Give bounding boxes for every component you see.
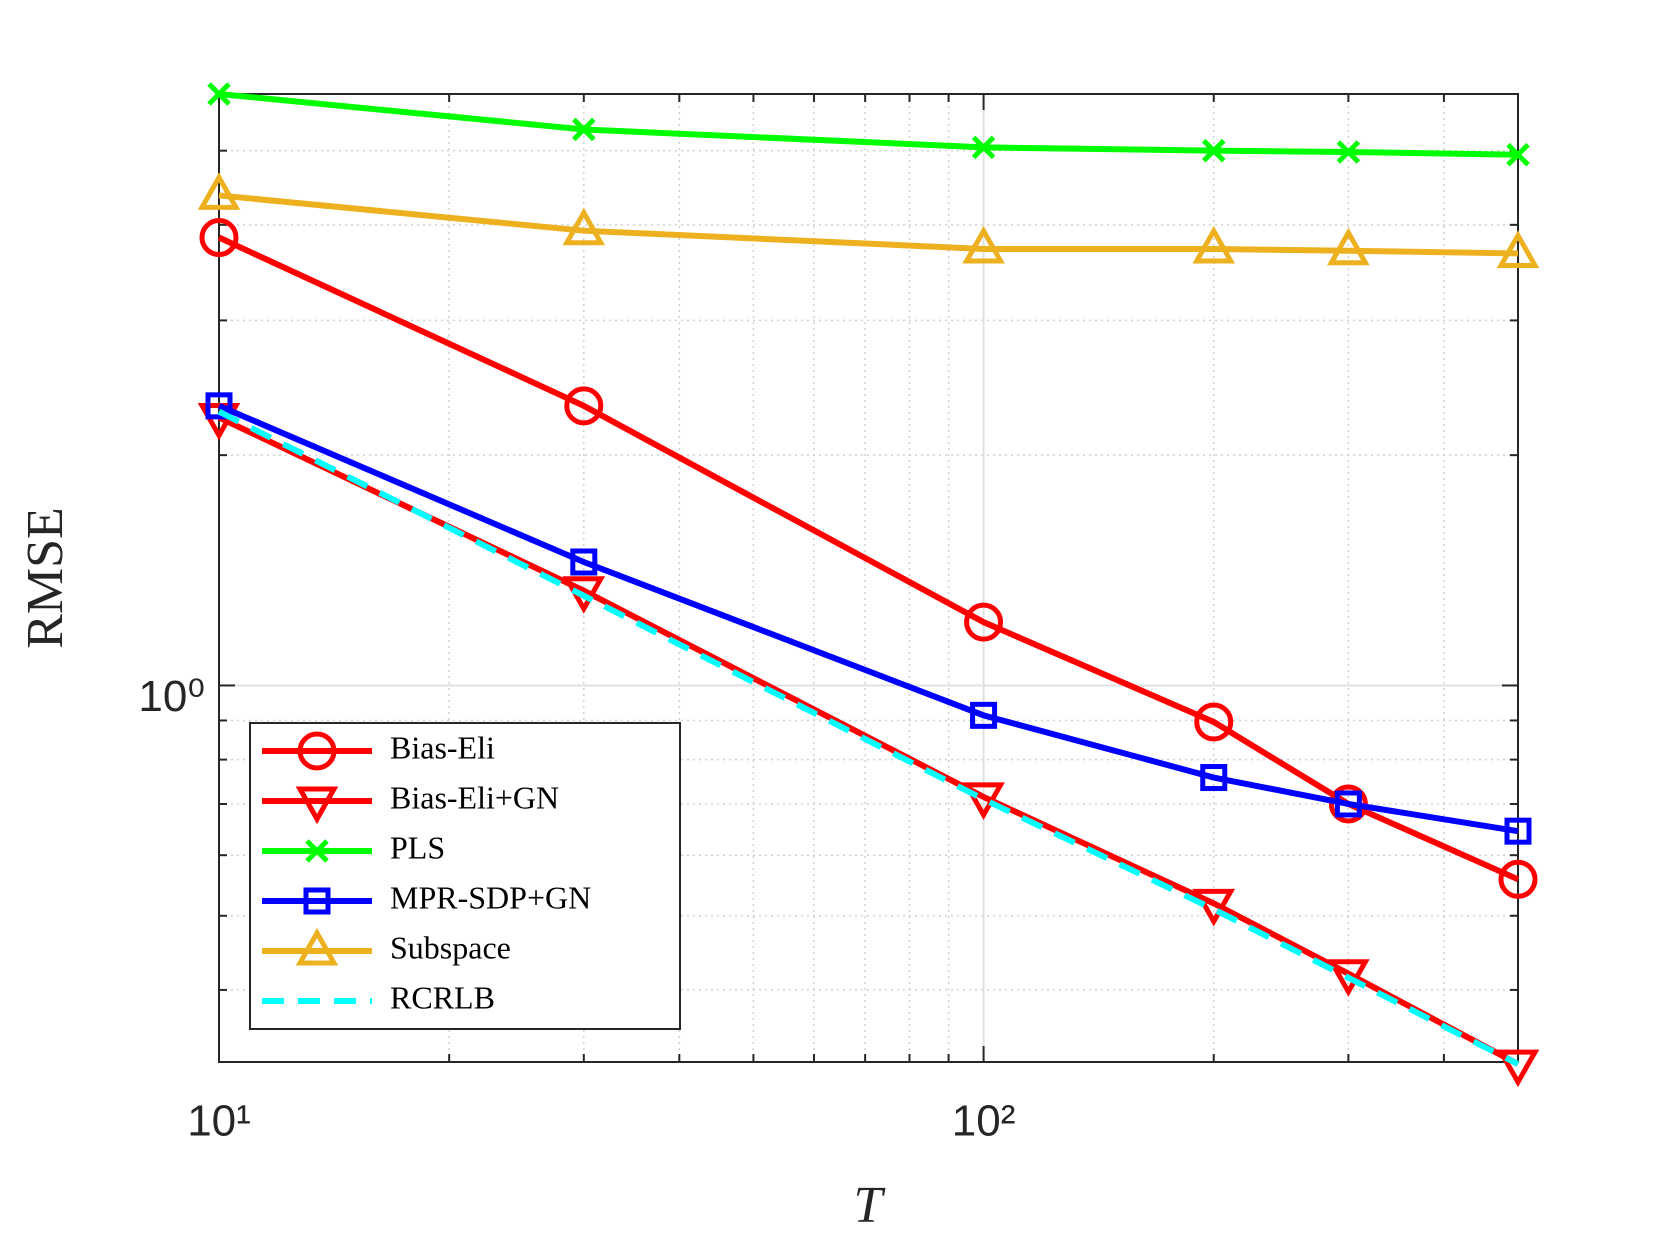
marker: [970, 701, 998, 729]
marker: [207, 82, 231, 106]
marker: [1200, 764, 1228, 792]
legend-marker: [295, 786, 339, 825]
marker: [1327, 227, 1370, 266]
marker: [1498, 859, 1538, 899]
marker: [1201, 138, 1226, 163]
legend-marker: [303, 887, 331, 915]
series-line: [218, 91, 1519, 158]
series-line: [218, 192, 1519, 257]
marker: [199, 218, 239, 258]
marker: [1192, 225, 1236, 264]
marker: [570, 548, 598, 576]
legend-label: Subspace: [390, 929, 511, 965]
marker: [962, 782, 1005, 821]
marker: [1506, 142, 1530, 167]
series-line: [217, 234, 1520, 883]
x-tick-label: 10¹: [187, 1097, 251, 1146]
marker: [205, 392, 233, 420]
marker: [1504, 817, 1532, 845]
marker: [1496, 230, 1540, 268]
series-line: [217, 403, 1519, 835]
marker: [572, 117, 596, 142]
y-axis-label: RMSE: [17, 507, 74, 649]
marker: [1327, 959, 1370, 997]
legend-label: Bias-Eli: [390, 729, 495, 765]
y-tick-label: 10⁰: [138, 672, 205, 721]
series-line: [217, 408, 1520, 1067]
marker: [1336, 140, 1361, 164]
marker: [971, 135, 996, 160]
marker: [562, 207, 606, 246]
marker: [1194, 702, 1234, 742]
x-axis-label: T: [854, 1177, 886, 1234]
legend-label: PLS: [390, 829, 445, 865]
marker: [964, 602, 1004, 642]
marker: [1334, 790, 1362, 818]
marker: [564, 386, 604, 426]
marker: [962, 225, 1005, 264]
x-tick-label: 10²: [952, 1097, 1016, 1146]
marker: [1496, 1049, 1540, 1088]
legend-marker: [305, 839, 329, 863]
legend-label: RCRLB: [390, 979, 495, 1015]
marker: [1192, 888, 1236, 927]
marker: [197, 172, 241, 210]
legend-marker: [297, 731, 337, 771]
marker: [197, 402, 241, 441]
legend-box: [249, 722, 681, 1030]
legend-label: Bias-Eli+GN: [390, 779, 559, 815]
legend-marker: [295, 927, 339, 966]
legend-label: MPR-SDP+GN: [390, 879, 591, 915]
axes-box: [218, 93, 1519, 1063]
